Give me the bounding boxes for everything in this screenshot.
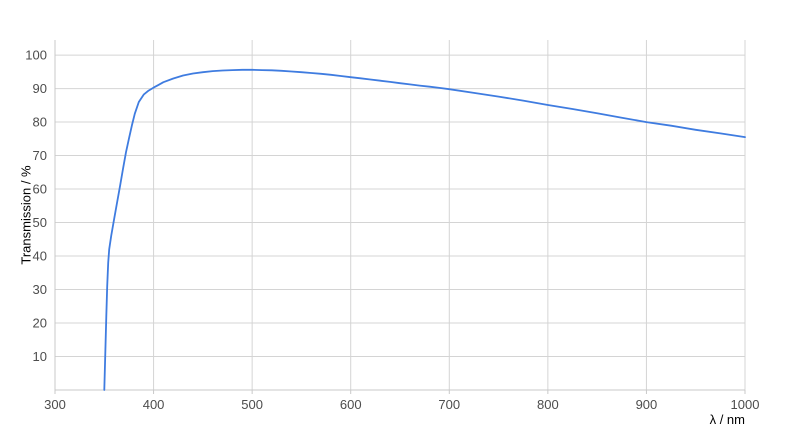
y-axis-title: Transmission / %	[18, 165, 34, 265]
x-tick-label: 900	[636, 397, 658, 412]
y-tick-label: 60	[33, 182, 47, 197]
y-tick-label: 40	[33, 249, 47, 264]
y-tick-label: 70	[33, 148, 47, 163]
x-tick-label: 300	[44, 397, 66, 412]
y-tick-label: 30	[33, 282, 47, 297]
y-tick-label: 10	[33, 349, 47, 364]
y-tick-label: 20	[33, 316, 47, 331]
transmission-line	[103, 68, 746, 391]
x-tick-label: 600	[340, 397, 362, 412]
x-tick-label: 700	[438, 397, 460, 412]
x-tick-label: 500	[241, 397, 263, 412]
x-tick-label: 1000	[731, 397, 760, 412]
x-tick-label: 400	[143, 397, 165, 412]
x-axis-title: λ / nm	[709, 412, 745, 427]
x-tick-label: 800	[537, 397, 559, 412]
y-tick-label: 50	[33, 215, 47, 230]
y-tick-label: 100	[25, 48, 47, 63]
y-tick-label: 80	[33, 115, 47, 130]
y-tick-label: 90	[33, 81, 47, 96]
